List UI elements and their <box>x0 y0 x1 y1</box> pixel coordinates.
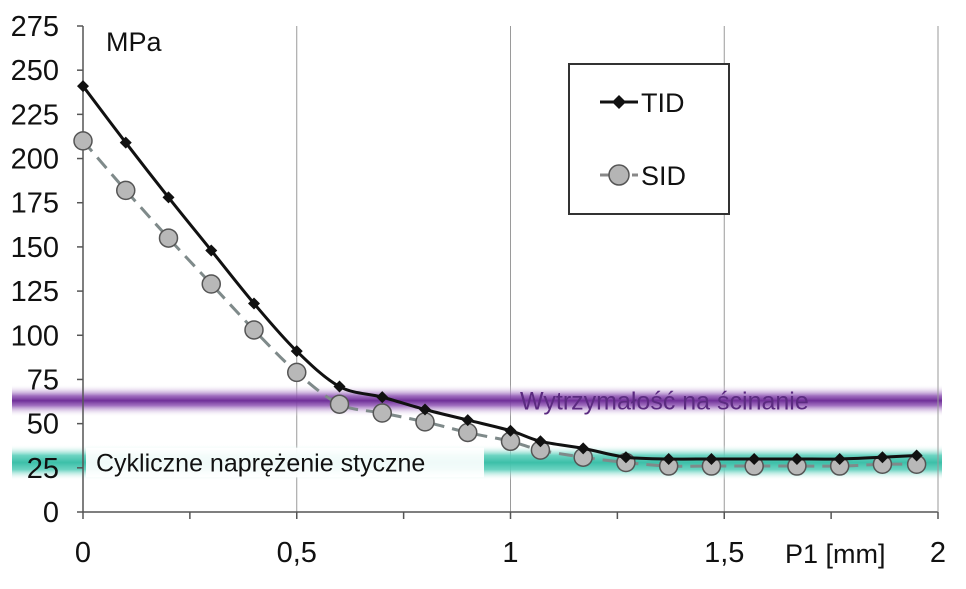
point-tid-12 <box>577 442 590 455</box>
point-sid-3 <box>201 274 221 294</box>
point-tid-0 <box>77 80 89 93</box>
y-tick-label-1: 25 <box>27 453 59 485</box>
y-tick-label-3: 75 <box>27 364 59 396</box>
series <box>73 80 927 476</box>
point-tid-7 <box>376 391 389 404</box>
band-label-0: Wytrzymałość na ścinanie <box>520 388 809 416</box>
point-tid-18 <box>833 452 846 465</box>
point-tid-11 <box>534 435 547 448</box>
point-sid-2 <box>158 228 179 248</box>
y-tick-label-8: 200 <box>11 144 59 176</box>
y-axis: 0 25 50 75 100 125 150 175 200 225 250 275 <box>11 11 83 529</box>
point-tid-8 <box>419 403 431 416</box>
band-label-1: Cykliczne naprężenie styczne <box>96 450 425 478</box>
legend-box <box>568 63 730 215</box>
x-axis-label: P1 [mm] <box>785 539 886 569</box>
legend-marker-sid <box>608 164 630 186</box>
series-line-sid <box>81 139 917 468</box>
y-tick-label-0: 0 <box>43 497 59 529</box>
point-sid-5 <box>287 362 307 383</box>
x-tick-label-1: 0,5 <box>277 537 317 569</box>
band-0 <box>12 384 942 417</box>
point-tid-15 <box>705 452 718 465</box>
y-tick-label-11: 275 <box>11 11 59 43</box>
point-sid-4 <box>244 320 264 340</box>
point-sid-0 <box>73 131 93 151</box>
point-sid-8 <box>415 412 435 432</box>
x-axis: 0 0,5 1 1,5 2 <box>75 512 946 569</box>
point-tid-13 <box>619 451 632 464</box>
point-tid-3 <box>205 244 218 257</box>
band-label-box-1 <box>86 447 484 478</box>
series-tid <box>77 80 923 465</box>
y-tick-label-4: 100 <box>11 320 59 352</box>
point-tid-2 <box>162 191 175 204</box>
legend-label-sid: SID <box>641 161 686 191</box>
legend-marker-tid <box>612 95 626 109</box>
point-tid-16 <box>748 452 761 465</box>
legend: TID SID <box>568 63 730 215</box>
bands: Wytrzymałość na ścinanie Cykliczne napręż… <box>12 384 942 481</box>
y-tick-label-10: 250 <box>11 55 59 87</box>
point-sid-6 <box>329 394 350 414</box>
point-tid-17 <box>790 452 803 465</box>
series-sid <box>73 131 927 476</box>
x-tick-label-2: 1 <box>502 537 518 569</box>
y-tick-label-6: 150 <box>11 232 59 264</box>
y-tick-label-2: 50 <box>27 409 59 441</box>
legend-label-tid: TID <box>641 88 685 118</box>
point-sid-9 <box>458 422 478 443</box>
y-tick-label-7: 175 <box>11 188 59 220</box>
point-tid-10 <box>504 424 517 437</box>
y-tick-label-5: 125 <box>11 276 59 308</box>
y-tick-label-9: 225 <box>11 99 59 131</box>
point-sid-1 <box>116 180 136 201</box>
point-tid-4 <box>248 297 260 310</box>
point-tid-19 <box>876 451 889 464</box>
point-sid-7 <box>372 403 392 423</box>
x-tick-label-4: 2 <box>930 537 946 569</box>
x-tick-label-3: 1,5 <box>704 537 744 569</box>
point-tid-20 <box>910 449 923 462</box>
point-tid-5 <box>290 345 303 358</box>
x-tick-label-0: 0 <box>75 537 91 569</box>
point-tid-9 <box>461 414 474 427</box>
y-axis-unit-label: MPa <box>106 27 163 57</box>
point-tid-14 <box>662 452 675 465</box>
point-tid-6 <box>333 380 346 393</box>
point-tid-1 <box>119 136 132 149</box>
